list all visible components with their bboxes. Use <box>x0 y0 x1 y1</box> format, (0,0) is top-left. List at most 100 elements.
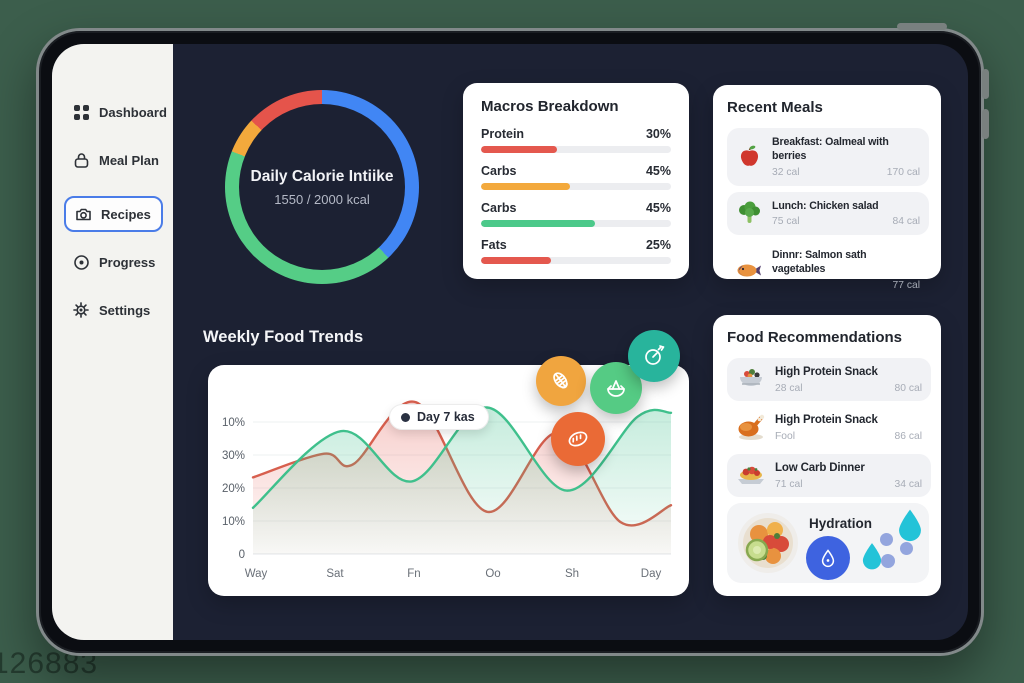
sidebar-item-recipes[interactable]: Recipes <box>64 196 163 232</box>
sidebar-item-label: Progress <box>99 254 156 270</box>
meal-row[interactable]: Lunch: Chicken salad 75 cal 84 cal <box>727 191 929 236</box>
bubble-dot <box>880 532 893 546</box>
svg-text:20%: 20% <box>222 483 245 495</box>
bread-badge[interactable] <box>551 412 605 466</box>
food-recommendations-card: Food Recommendations High Protein Snack 2… <box>713 315 941 596</box>
macro-bar-fill <box>481 146 557 153</box>
macro-bar-track <box>481 220 671 227</box>
svg-text:Sat: Sat <box>326 568 344 580</box>
meal-row[interactable]: Breakfast: Oalmeal with berries 32 cal 170… <box>727 128 929 186</box>
sidebar-item-label: Recipes <box>101 206 151 222</box>
camera-icon <box>74 205 92 223</box>
macro-percent: 25% <box>645 238 671 252</box>
meal-name: Dinnr: Salmon sath vagetables <box>772 249 867 276</box>
weekly-trends-title: Weekly Food Trends <box>203 328 364 346</box>
recommendation-name: Low Carb Dinner <box>775 461 865 474</box>
corn-icon <box>553 372 568 389</box>
calorie-ring-center: Daily Calorie Intiike 1550 / 2000 kcal <box>239 104 405 270</box>
tooltip-label: Day 7 kas <box>417 410 475 424</box>
chart-tooltip: Day 7 kas <box>389 404 489 430</box>
salad-bowl-icon <box>736 365 766 393</box>
svg-text:Day: Day <box>641 568 662 580</box>
recommendation-cal-right: 80 cal <box>894 382 922 394</box>
macro-row: Protein 30% <box>481 127 671 153</box>
volume-down-button[interactable] <box>982 109 989 139</box>
recommendation-row[interactable]: Low Carb Dinner 71 cal 34 cal <box>727 453 931 497</box>
spaghetti-icon <box>736 461 766 489</box>
recent-meals-card: Recent Meals Breakfast: Oalmeal with ber… <box>713 85 941 291</box>
stopwatch-badge[interactable] <box>628 330 680 382</box>
hydration-title: Hydration <box>809 515 873 531</box>
meal-name: Breakfast: Oalmeal with berries <box>772 136 889 162</box>
stopwatch-icon <box>645 345 665 365</box>
meal-cal-right: 77 cal <box>892 279 920 291</box>
corn-badge[interactable] <box>536 356 586 406</box>
fish-icon <box>736 257 763 284</box>
app-screen: Dashboard Meal Plan Recipes Progress Setting… <box>52 44 968 640</box>
recommendation-row[interactable]: High Protein Snack 28 cal 80 cal <box>727 358 931 401</box>
calorie-ring-chart: Daily Calorie Intiike 1550 / 2000 kcal <box>225 90 419 284</box>
volume-up-button[interactable] <box>982 69 989 99</box>
macro-label: Carbs <box>481 164 517 178</box>
recommendation-name: High Protein Snack <box>775 366 878 378</box>
recommendation-cal-right: 34 cal <box>894 478 922 490</box>
grid-icon <box>72 103 90 121</box>
power-button[interactable] <box>897 23 947 30</box>
tablet-device: Dashboard Meal Plan Recipes Progress Setting… <box>36 23 989 656</box>
recommendation-cal-right: 86 cal <box>894 430 922 442</box>
macro-row: Fats 25% <box>481 238 671 264</box>
macro-percent: 45% <box>645 164 671 178</box>
meal-cal-left: 75 cal <box>772 216 800 228</box>
recommendation-cal-left: Fool <box>775 430 796 442</box>
macro-bar-track <box>481 257 671 264</box>
bubble-dot <box>881 553 895 568</box>
water-drop-icon <box>899 509 921 541</box>
lock-icon <box>72 151 90 169</box>
bubble-dot <box>900 541 913 555</box>
hydration-button[interactable] <box>806 535 850 580</box>
svg-text:10%: 10% <box>222 516 245 528</box>
sidebar-item-dashboard[interactable]: Dashboard <box>72 100 173 124</box>
recent-meals-title: Recent Meals <box>727 99 823 116</box>
water-drop-icon <box>862 542 882 570</box>
macro-row: Carbs 45% <box>481 164 671 190</box>
meal-name: Lunch: Chicken salad <box>772 199 879 212</box>
macro-label: Protein <box>481 127 525 141</box>
svg-text:Fn: Fn <box>407 568 420 580</box>
svg-text:0: 0 <box>239 549 245 561</box>
salad-icon <box>607 380 625 397</box>
macro-bar-fill <box>481 257 552 264</box>
water-drop-icon <box>821 549 835 567</box>
macro-label: Carbs <box>481 201 517 215</box>
macro-bar-fill <box>481 220 595 227</box>
recommendation-cal-left: 28 cal <box>775 382 803 394</box>
dashboard-main: Daily Calorie Intiike 1550 / 2000 kcal M… <box>173 44 968 640</box>
bread-icon <box>568 431 588 447</box>
roast-chicken-icon <box>736 413 766 441</box>
meal-cal-right: 84 cal <box>892 216 920 228</box>
macro-percent: 30% <box>645 127 671 141</box>
food-recommendations-title: Food Recommendations <box>727 329 903 346</box>
svg-text:10%: 10% <box>222 417 245 429</box>
sidebar-item-meal-plan[interactable]: Meal Plan <box>72 148 173 172</box>
sidebar-item-settings[interactable]: Settings <box>72 298 173 322</box>
macros-title: Macros Breakdown <box>481 98 619 115</box>
meal-row[interactable]: Dinnr: Salmon sath vagetables 77 cal <box>727 241 929 299</box>
recommendation-cal-left: 71 cal <box>775 478 803 490</box>
sidebar-item-progress[interactable]: Progress <box>72 250 173 274</box>
recommendation-row[interactable]: High Protein Snack Fool 86 cal <box>727 406 931 449</box>
sidebar-item-label: Dashboard <box>99 104 167 120</box>
salad-bowl-photo <box>738 512 798 573</box>
svg-text:Oo: Oo <box>485 568 500 580</box>
calorie-ring-value: 1550 / 2000 kcal <box>274 191 370 207</box>
macro-row: Carbs 45% <box>481 201 671 227</box>
sidebar-item-label: Settings <box>99 302 151 318</box>
svg-text:30%: 30% <box>222 450 245 462</box>
meal-cal-left: 32 cal <box>772 166 800 178</box>
apple-icon <box>736 143 763 170</box>
broccoli-icon <box>736 200 763 227</box>
svg-text:Sh: Sh <box>565 568 579 580</box>
macro-bar-track <box>481 183 671 190</box>
tooltip-dot-icon <box>401 412 410 422</box>
meal-cal-right: 170 cal <box>886 166 920 178</box>
